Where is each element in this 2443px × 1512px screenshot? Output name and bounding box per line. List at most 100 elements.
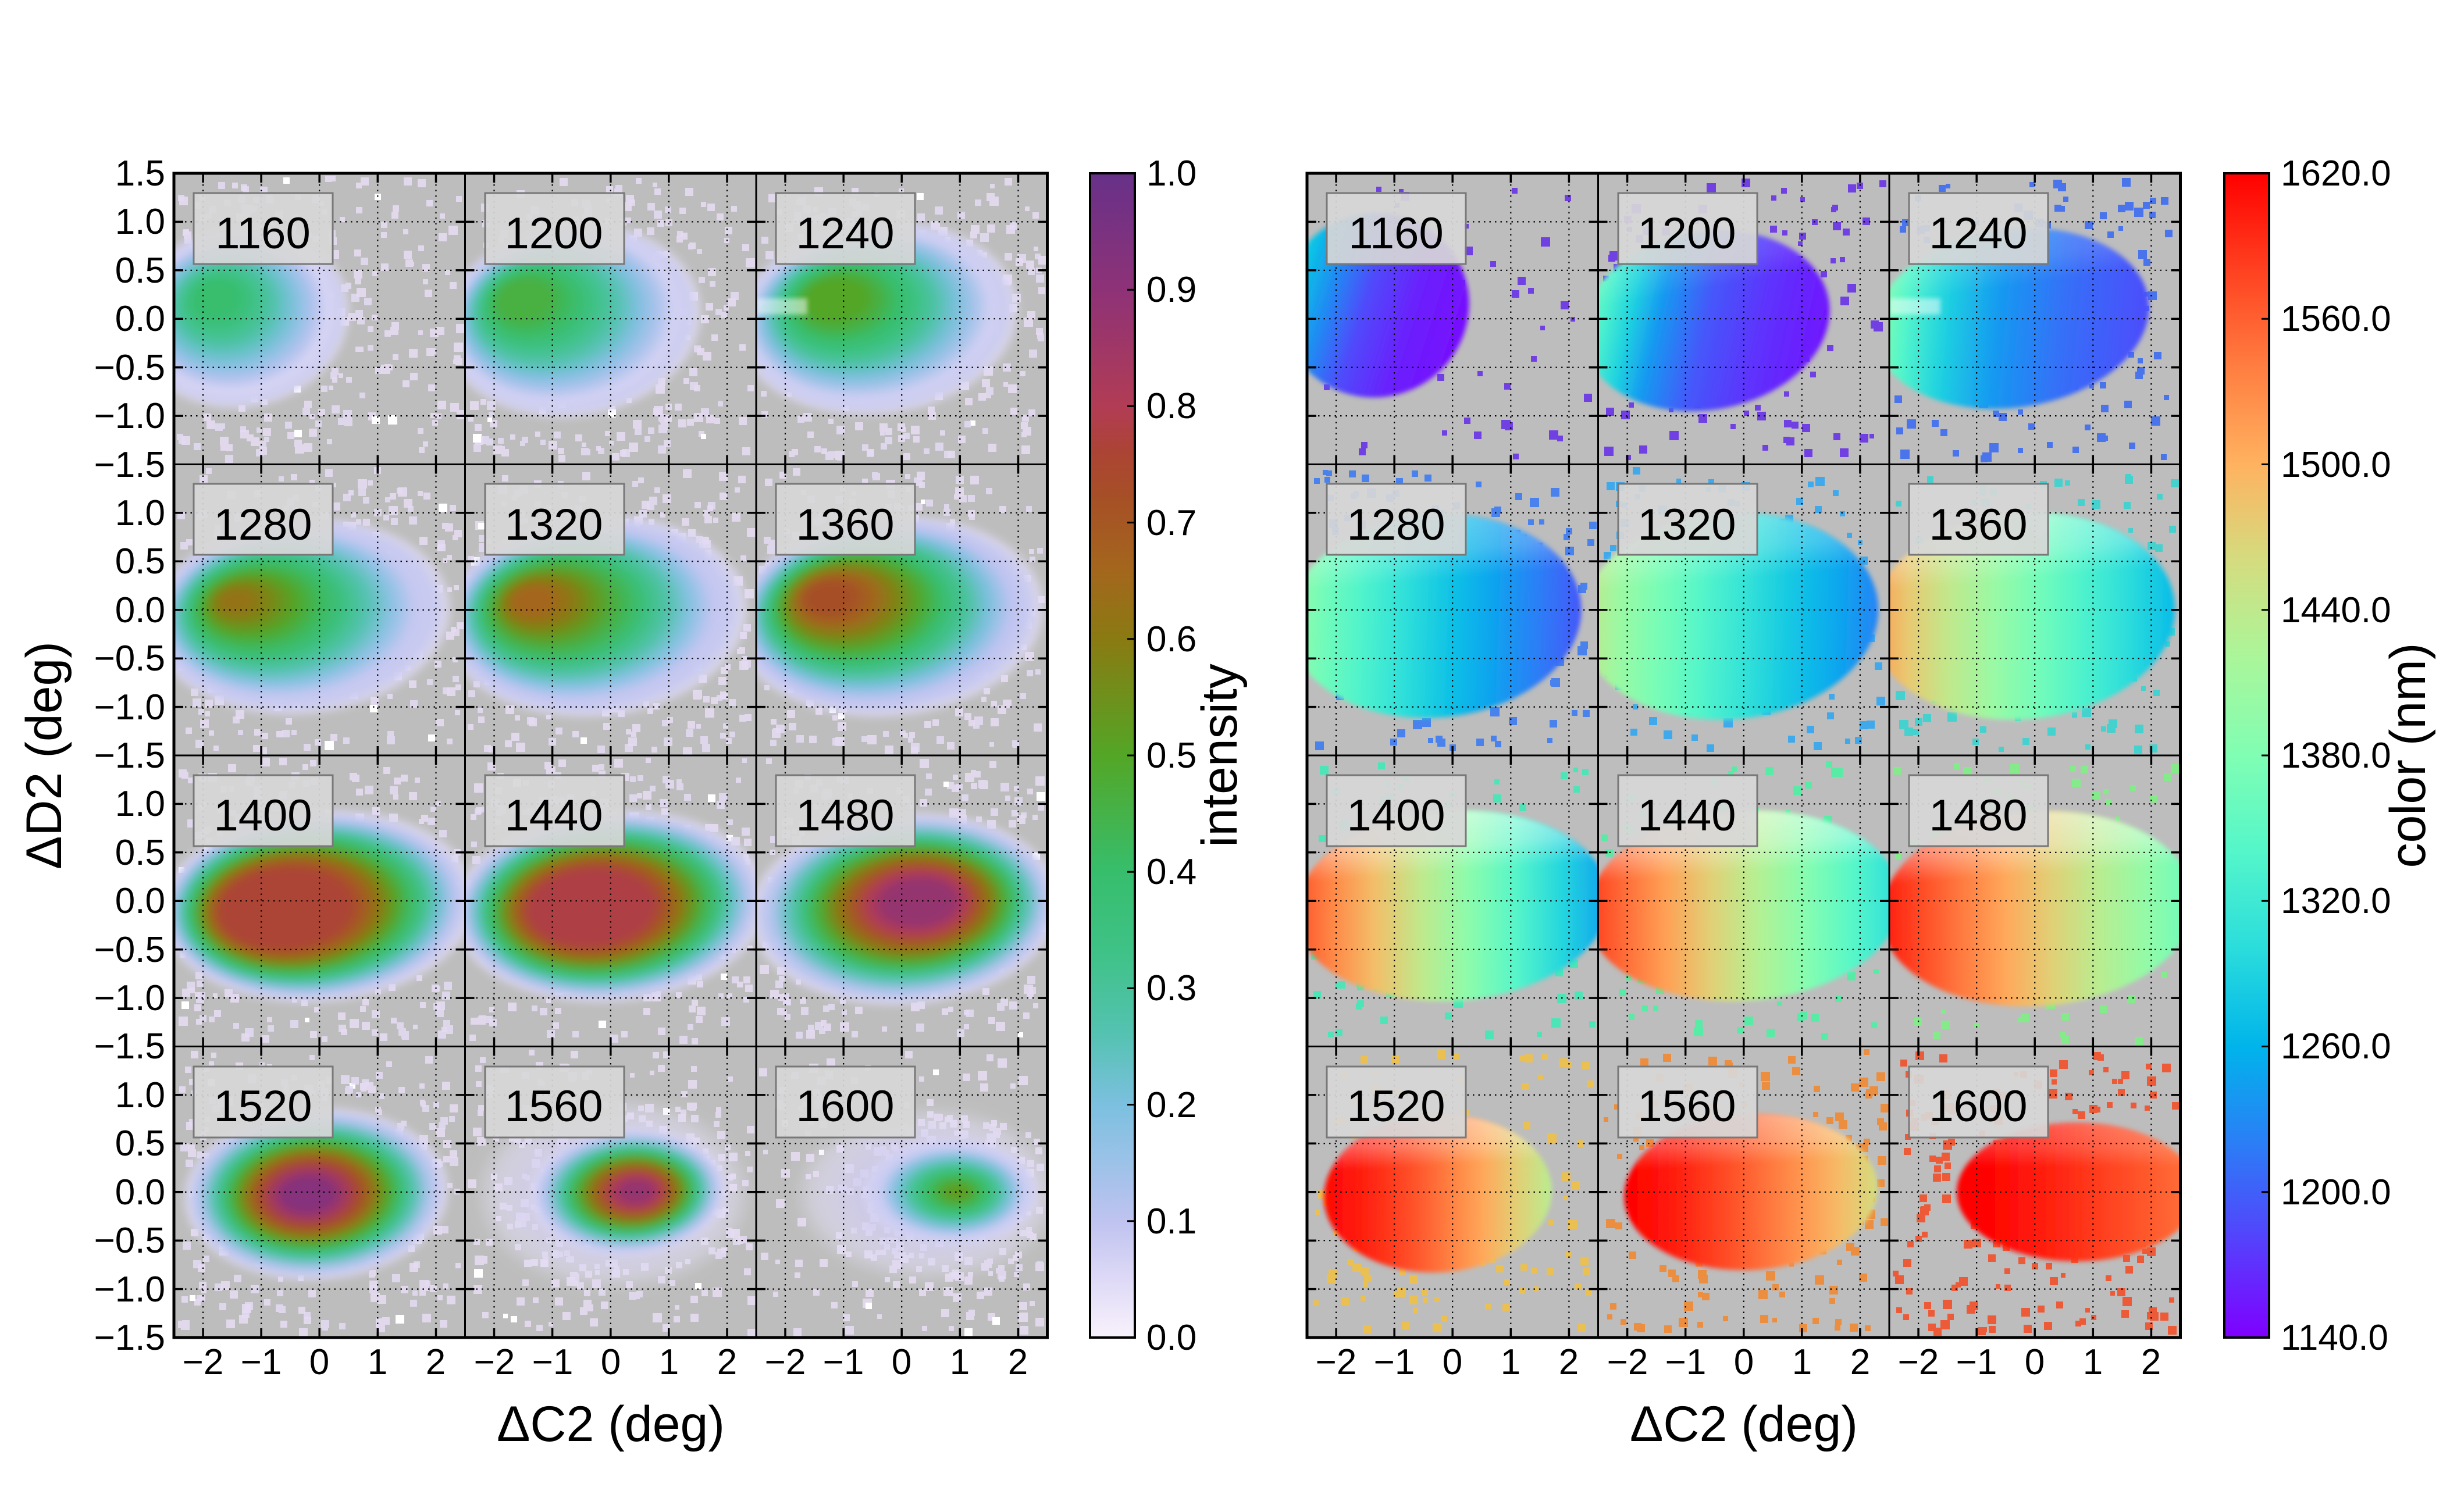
svg-text:1560: 1560 xyxy=(1637,1082,1736,1131)
svg-text:2: 2 xyxy=(2141,1342,2161,1382)
svg-text:−2: −2 xyxy=(1316,1342,1357,1382)
svg-text:1240: 1240 xyxy=(1929,209,2027,258)
svg-text:2: 2 xyxy=(1850,1342,1870,1382)
svg-text:1440.0: 1440.0 xyxy=(2281,590,2391,630)
svg-text:1400: 1400 xyxy=(1347,791,1445,840)
svg-text:1480: 1480 xyxy=(796,791,894,840)
svg-text:0: 0 xyxy=(601,1342,621,1382)
svg-text:0.5: 0.5 xyxy=(115,251,165,291)
svg-text:1600: 1600 xyxy=(1929,1082,2027,1131)
svg-text:1: 1 xyxy=(2083,1342,2103,1382)
svg-text:color (nm): color (nm) xyxy=(2380,643,2436,868)
svg-text:1560.0: 1560.0 xyxy=(2281,299,2391,339)
svg-text:0.5: 0.5 xyxy=(115,541,165,582)
svg-text:−2: −2 xyxy=(1607,1342,1648,1382)
svg-text:1360: 1360 xyxy=(796,500,894,550)
svg-text:1520: 1520 xyxy=(1347,1082,1445,1131)
svg-text:0: 0 xyxy=(309,1342,329,1382)
svg-text:0.8: 0.8 xyxy=(1146,386,1196,426)
svg-text:1200.0: 1200.0 xyxy=(2281,1172,2391,1213)
svg-text:−2: −2 xyxy=(1898,1342,1939,1382)
svg-text:1: 1 xyxy=(1792,1342,1812,1382)
svg-text:1320: 1320 xyxy=(1637,500,1736,550)
svg-text:2: 2 xyxy=(1559,1342,1579,1382)
svg-text:−0.5: −0.5 xyxy=(94,639,165,679)
svg-text:−2: −2 xyxy=(183,1342,224,1382)
svg-text:1380.0: 1380.0 xyxy=(2281,736,2391,776)
svg-text:−0.5: −0.5 xyxy=(94,348,165,388)
svg-text:0.7: 0.7 xyxy=(1146,503,1196,543)
svg-text:−1.5: −1.5 xyxy=(94,736,165,776)
svg-text:ΔC2 (deg): ΔC2 (deg) xyxy=(1630,1396,1858,1452)
svg-text:1320.0: 1320.0 xyxy=(2281,881,2391,921)
svg-text:1200: 1200 xyxy=(504,209,603,258)
svg-text:1: 1 xyxy=(659,1342,679,1382)
svg-text:0.5: 0.5 xyxy=(1146,736,1196,776)
svg-text:0: 0 xyxy=(2025,1342,2045,1382)
svg-text:−2: −2 xyxy=(765,1342,806,1382)
svg-text:0.0: 0.0 xyxy=(115,299,165,339)
svg-text:1.0: 1.0 xyxy=(1146,154,1196,194)
svg-text:2: 2 xyxy=(426,1342,446,1382)
svg-text:ΔC2 (deg): ΔC2 (deg) xyxy=(497,1396,725,1452)
svg-text:−1.0: −1.0 xyxy=(94,978,165,1018)
svg-text:−1: −1 xyxy=(1665,1342,1707,1382)
svg-text:0.5: 0.5 xyxy=(115,1124,165,1164)
svg-text:0.0: 0.0 xyxy=(115,590,165,630)
svg-text:−1.0: −1.0 xyxy=(94,1269,165,1310)
svg-text:1: 1 xyxy=(1501,1342,1520,1382)
svg-text:−1.0: −1.0 xyxy=(94,687,165,728)
svg-text:1400: 1400 xyxy=(213,791,312,840)
svg-text:−1: −1 xyxy=(823,1342,864,1382)
svg-text:−2: −2 xyxy=(474,1342,515,1382)
svg-text:0: 0 xyxy=(892,1342,911,1382)
svg-text:1: 1 xyxy=(368,1342,387,1382)
svg-text:0.2: 0.2 xyxy=(1146,1085,1196,1125)
svg-text:0.3: 0.3 xyxy=(1146,968,1196,1008)
svg-text:1440: 1440 xyxy=(504,791,603,840)
svg-text:1440: 1440 xyxy=(1637,791,1736,840)
svg-text:1620.0: 1620.0 xyxy=(2281,154,2391,194)
svg-text:0: 0 xyxy=(1443,1342,1462,1382)
svg-text:−1: −1 xyxy=(1956,1342,1997,1382)
svg-text:2: 2 xyxy=(1008,1342,1028,1382)
svg-text:1520: 1520 xyxy=(213,1082,312,1131)
svg-text:−1.5: −1.5 xyxy=(94,1026,165,1067)
svg-text:1480: 1480 xyxy=(1929,791,2027,840)
svg-text:0.6: 0.6 xyxy=(1146,619,1196,659)
svg-text:0.1: 0.1 xyxy=(1146,1201,1196,1242)
svg-text:0.0: 0.0 xyxy=(1146,1318,1196,1358)
svg-text:0.0: 0.0 xyxy=(115,1172,165,1213)
svg-text:0: 0 xyxy=(1734,1342,1754,1382)
svg-text:−1.5: −1.5 xyxy=(94,445,165,485)
svg-text:0.9: 0.9 xyxy=(1146,270,1196,310)
svg-text:−0.5: −0.5 xyxy=(94,930,165,970)
svg-text:1.5: 1.5 xyxy=(115,154,165,194)
svg-text:−1: −1 xyxy=(241,1342,282,1382)
svg-text:0.4: 0.4 xyxy=(1146,852,1196,892)
svg-text:−1: −1 xyxy=(1374,1342,1415,1382)
svg-text:1.0: 1.0 xyxy=(115,784,165,824)
svg-text:1: 1 xyxy=(950,1342,970,1382)
svg-text:1560: 1560 xyxy=(504,1082,603,1131)
svg-text:−1.5: −1.5 xyxy=(94,1318,165,1358)
svg-text:1280: 1280 xyxy=(1347,500,1445,550)
svg-text:−0.5: −0.5 xyxy=(94,1221,165,1261)
svg-text:1500.0: 1500.0 xyxy=(2281,445,2391,485)
svg-text:−1: −1 xyxy=(532,1342,574,1382)
svg-text:1.0: 1.0 xyxy=(115,493,165,533)
svg-text:1360: 1360 xyxy=(1929,500,2027,550)
svg-text:ΔD2 (deg): ΔD2 (deg) xyxy=(16,641,72,869)
svg-text:−1.0: −1.0 xyxy=(94,396,165,436)
svg-text:intensity: intensity xyxy=(1192,664,1248,847)
svg-text:1200: 1200 xyxy=(1637,209,1736,258)
svg-text:1260.0: 1260.0 xyxy=(2281,1026,2391,1067)
svg-text:1160: 1160 xyxy=(1348,209,1443,258)
svg-text:1140.0: 1140.0 xyxy=(2281,1318,2388,1358)
svg-text:2: 2 xyxy=(717,1342,737,1382)
svg-text:0.5: 0.5 xyxy=(115,833,165,873)
svg-text:1240: 1240 xyxy=(796,209,894,258)
svg-text:0.0: 0.0 xyxy=(115,881,165,921)
svg-text:1160: 1160 xyxy=(215,209,310,258)
svg-text:1280: 1280 xyxy=(213,500,312,550)
